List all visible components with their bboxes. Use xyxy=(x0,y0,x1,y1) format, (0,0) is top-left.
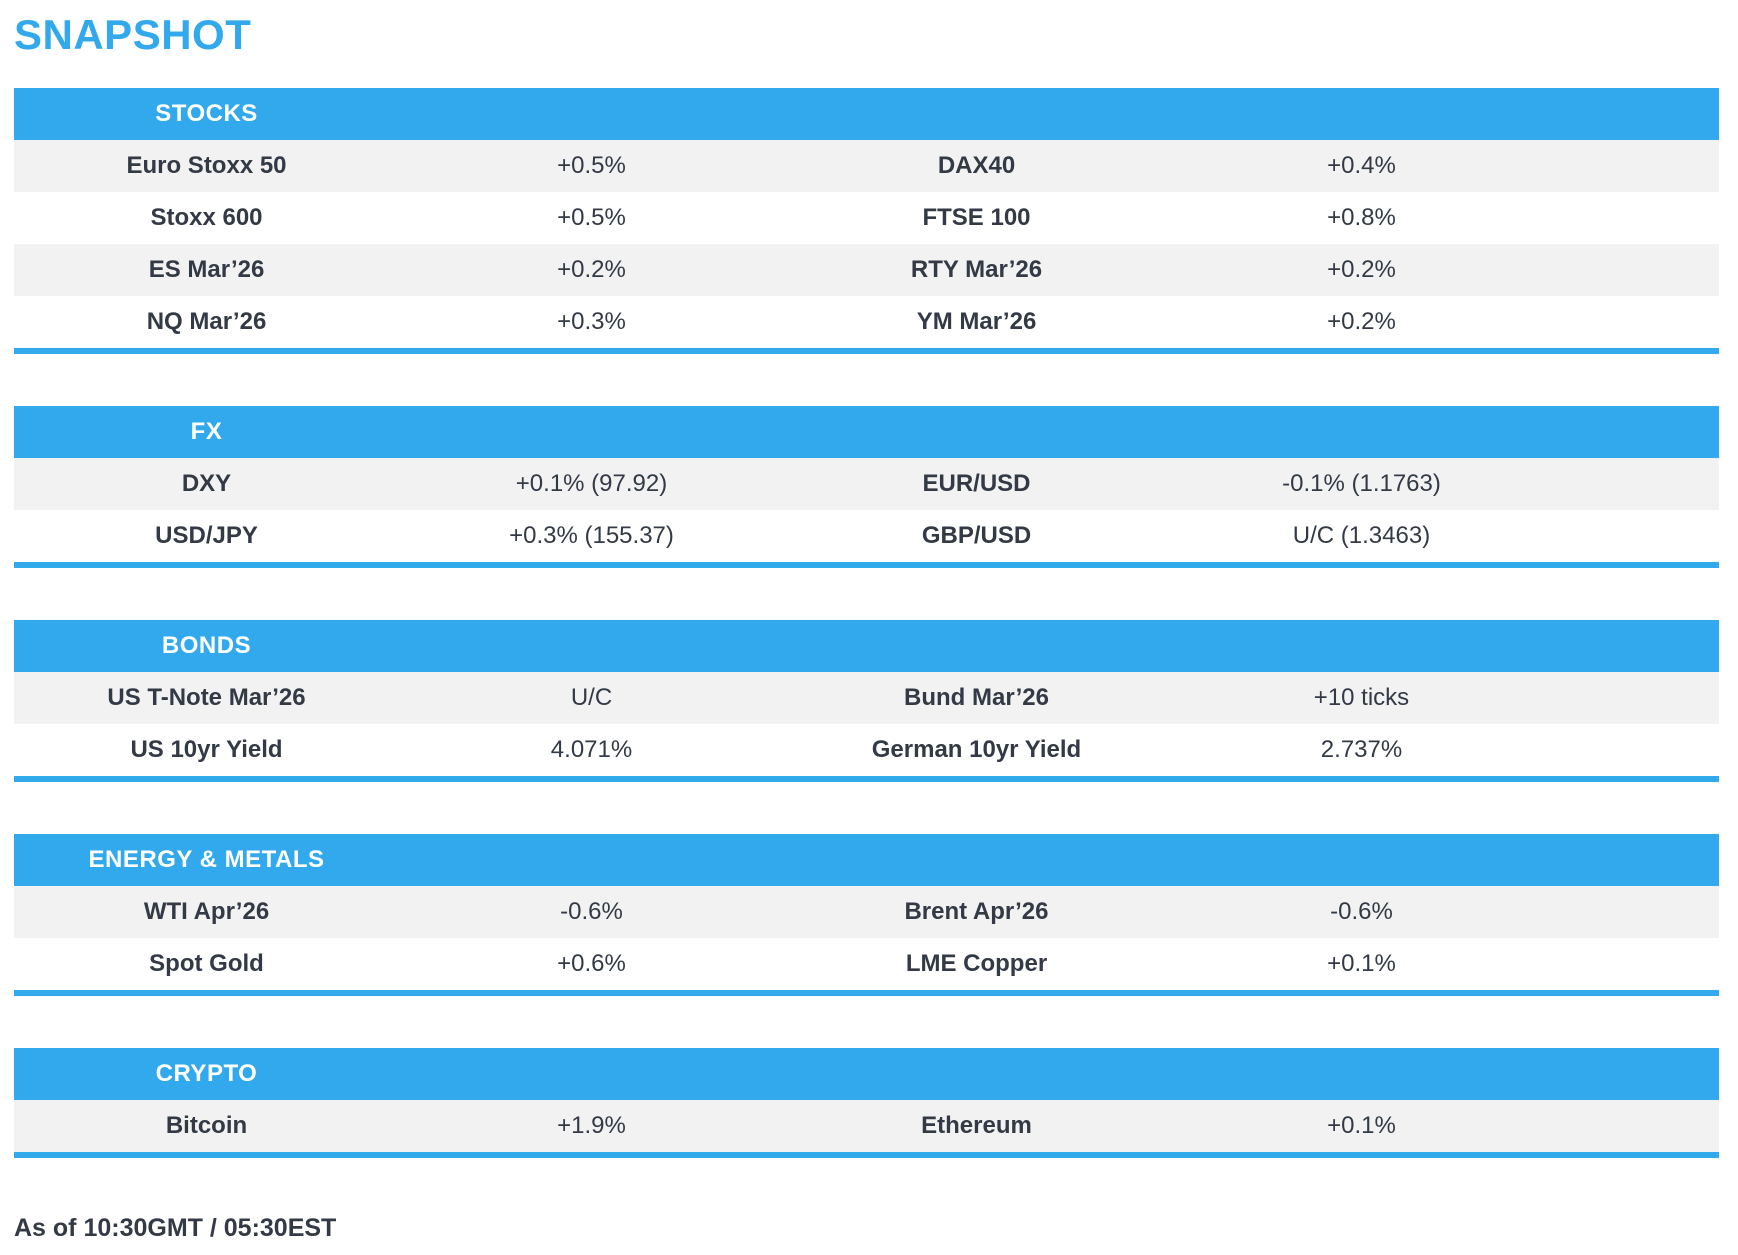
instrument-value: +0.4% xyxy=(1327,152,1396,179)
table-row: NQ Mar’26 +0.3% YM Mar’26 +0.2% xyxy=(14,296,1719,348)
instrument-value: +0.3% xyxy=(557,308,626,335)
table-row: Euro Stoxx 50 +0.5% DAX40 +0.4% xyxy=(14,140,1719,192)
table-row: Stoxx 600 +0.5% FTSE 100 +0.8% xyxy=(14,192,1719,244)
instrument-value: +0.1% xyxy=(1327,1112,1396,1139)
instrument-value: +0.3% (155.37) xyxy=(509,522,674,549)
market-section: CRYPTO Bitcoin +1.9% Ethereum +0.1% xyxy=(14,1048,1719,1158)
instrument-value: -0.6% xyxy=(1330,898,1393,925)
instrument-label: Bund Mar’26 xyxy=(904,684,1049,711)
instrument-label: Spot Gold xyxy=(149,950,264,977)
instrument-label: WTI Apr’26 xyxy=(143,898,270,925)
instrument-value: +0.5% xyxy=(557,152,626,179)
section-header-bar: ENERGY & METALS xyxy=(14,834,1719,886)
instrument-value: +0.5% xyxy=(557,204,626,231)
instrument-value: U/C xyxy=(570,684,613,711)
instrument-label: Bitcoin xyxy=(165,1112,248,1139)
instrument-value: +0.6% xyxy=(557,950,626,977)
section-header-bar: FX xyxy=(14,406,1719,458)
instrument-value: 2.737% xyxy=(1320,736,1403,763)
instrument-label: German 10yr Yield xyxy=(871,736,1082,763)
instrument-label: GBP/USD xyxy=(921,522,1032,549)
instrument-value: U/C (1.3463) xyxy=(1292,522,1431,549)
table-row: USD/JPY +0.3% (155.37) GBP/USD U/C (1.3463) xyxy=(14,510,1719,562)
instrument-label: RTY Mar’26 xyxy=(910,256,1043,283)
section-header-label: CRYPTO xyxy=(155,1060,258,1087)
instrument-value: +0.2% xyxy=(557,256,626,283)
market-section: ENERGY & METALS WTI Apr’26 -0.6% Brent Apr’… xyxy=(14,834,1719,996)
instrument-label: FTSE 100 xyxy=(922,204,1031,231)
instrument-value: +0.8% xyxy=(1327,204,1396,231)
section-header-label: BONDS xyxy=(161,632,252,659)
instrument-label: US 10yr Yield xyxy=(130,736,283,763)
table-row: Spot Gold +0.6% LME Copper +0.1% xyxy=(14,938,1719,990)
instrument-value: +10 ticks xyxy=(1313,684,1410,711)
snapshot-page: SNAPSHOT STOCKS Euro Stoxx 50 +0.5% DAX40 +0… xyxy=(14,10,1738,1243)
instrument-label: EUR/USD xyxy=(922,470,1031,497)
instrument-label: US T-Note Mar’26 xyxy=(107,684,306,711)
section-header-label: STOCKS xyxy=(155,100,258,127)
instrument-label: ES Mar’26 xyxy=(148,256,265,283)
instrument-label: DAX40 xyxy=(937,152,1016,179)
instrument-value: +1.9% xyxy=(557,1112,626,1139)
instrument-label: DXY xyxy=(181,470,232,497)
instrument-value: +0.1% (97.92) xyxy=(515,470,668,497)
table-row: US 10yr Yield 4.071% German 10yr Yield 2.73… xyxy=(14,724,1719,776)
table-row: WTI Apr’26 -0.6% Brent Apr’26 -0.6% xyxy=(14,886,1719,938)
instrument-label: Stoxx 600 xyxy=(150,204,263,231)
section-header-bar: STOCKS xyxy=(14,88,1719,140)
instrument-label: NQ Mar’26 xyxy=(146,308,267,335)
section-header-bar: CRYPTO xyxy=(14,1048,1719,1100)
table-row: Bitcoin +1.9% Ethereum +0.1% xyxy=(14,1100,1719,1152)
instrument-label: USD/JPY xyxy=(155,522,258,549)
market-section: FX DXY +0.1% (97.92) EUR/USD -0.1% (1.1763) U… xyxy=(14,406,1719,568)
instrument-value: +0.2% xyxy=(1327,256,1396,283)
section-header-label: ENERGY & METALS xyxy=(88,846,325,873)
table-row: US T-Note Mar’26 U/C Bund Mar’26 +10 ticks xyxy=(14,672,1719,724)
table-row: ES Mar’26 +0.2% RTY Mar’26 +0.2% xyxy=(14,244,1719,296)
instrument-value: 4.071% xyxy=(550,736,633,763)
instrument-value: +0.1% xyxy=(1327,950,1396,977)
section-header-label: FX xyxy=(190,418,223,445)
instrument-value: -0.6% xyxy=(560,898,623,925)
instrument-label: YM Mar’26 xyxy=(916,308,1037,335)
instrument-label: LME Copper xyxy=(905,950,1048,977)
instrument-value: +0.2% xyxy=(1327,308,1396,335)
section-header-bar: BONDS xyxy=(14,620,1719,672)
instrument-label: Ethereum xyxy=(921,1112,1032,1139)
table-row: DXY +0.1% (97.92) EUR/USD -0.1% (1.1763) xyxy=(14,458,1719,510)
instrument-label: Euro Stoxx 50 xyxy=(126,152,287,179)
page-title: SNAPSHOT xyxy=(14,11,252,58)
instrument-value: -0.1% (1.1763) xyxy=(1282,470,1441,497)
as-of-timestamp: As of 10:30GMT / 05:30EST xyxy=(14,1214,337,1242)
instrument-label: Brent Apr’26 xyxy=(904,898,1049,925)
market-section: BONDS US T-Note Mar’26 U/C Bund Mar’26 +10 t… xyxy=(14,620,1719,782)
market-section: STOCKS Euro Stoxx 50 +0.5% DAX40 +0.4% Stoxx … xyxy=(14,88,1719,354)
snapshot-sections: STOCKS Euro Stoxx 50 +0.5% DAX40 +0.4% Stoxx … xyxy=(14,88,1738,1158)
